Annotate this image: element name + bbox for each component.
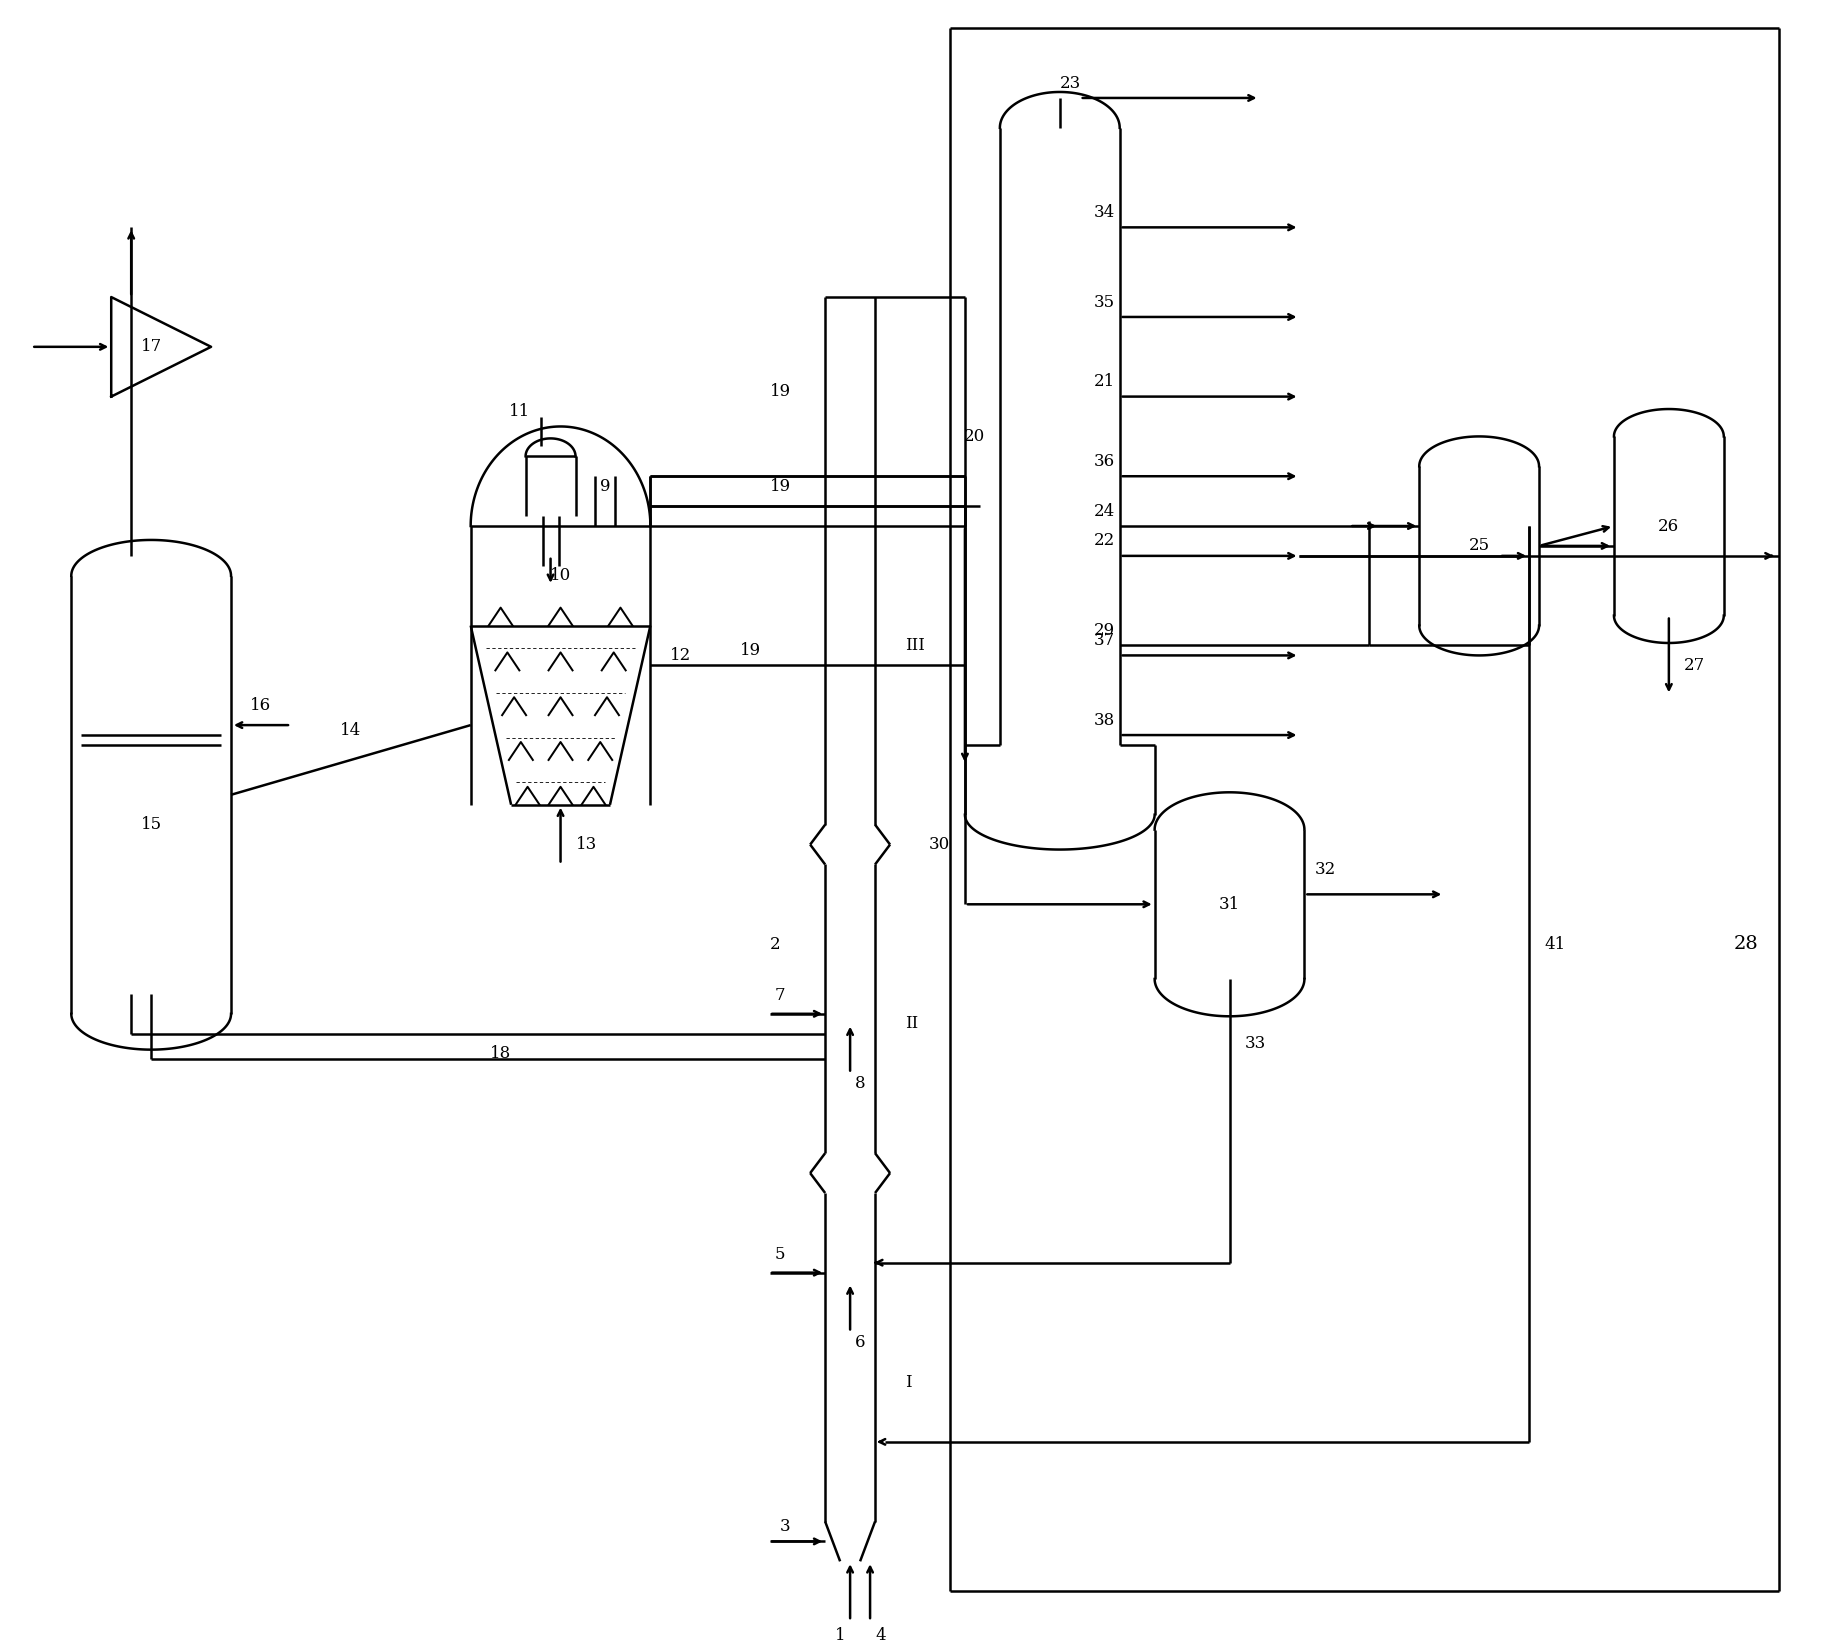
Text: 19: 19 [739,642,760,659]
Text: 1: 1 [835,1627,844,1644]
Text: 19: 19 [769,384,791,400]
Text: 10: 10 [550,567,570,585]
Text: 11: 11 [509,404,530,420]
Text: 16: 16 [250,697,272,713]
Text: 6: 6 [855,1334,864,1351]
Text: III: III [905,637,925,654]
Text: 22: 22 [1092,532,1114,550]
Text: 23: 23 [1059,74,1081,92]
Text: 12: 12 [669,647,691,664]
Text: 21: 21 [1092,374,1114,390]
Text: 15: 15 [140,817,162,833]
Text: 3: 3 [780,1519,789,1535]
Text: 4: 4 [875,1627,885,1644]
Text: 27: 27 [1683,657,1705,674]
Text: 20: 20 [964,428,984,445]
Text: 37: 37 [1092,632,1114,649]
Text: 35: 35 [1092,293,1114,311]
Text: 18: 18 [489,1046,511,1062]
Text: 32: 32 [1313,861,1335,878]
Text: 25: 25 [1468,537,1490,555]
Text: 38: 38 [1092,712,1114,728]
Text: 19: 19 [769,478,791,494]
Text: 17: 17 [140,338,162,356]
Text: 36: 36 [1092,453,1114,469]
Text: 28: 28 [1732,935,1758,954]
Text: 7: 7 [774,988,785,1005]
Text: 33: 33 [1243,1036,1265,1052]
Text: 31: 31 [1217,896,1239,912]
Text: 5: 5 [774,1247,785,1263]
Text: 2: 2 [769,935,780,952]
Text: 34: 34 [1092,204,1114,221]
Text: 13: 13 [576,837,596,853]
Text: 24: 24 [1092,502,1114,519]
Text: 30: 30 [929,837,949,853]
Text: 9: 9 [600,478,611,494]
Text: 8: 8 [855,1075,866,1092]
Text: 41: 41 [1543,935,1565,952]
Text: 14: 14 [340,721,360,738]
Text: I: I [905,1374,910,1390]
Text: 26: 26 [1657,517,1679,535]
Text: II: II [905,1015,918,1033]
Text: 29: 29 [1092,623,1114,639]
